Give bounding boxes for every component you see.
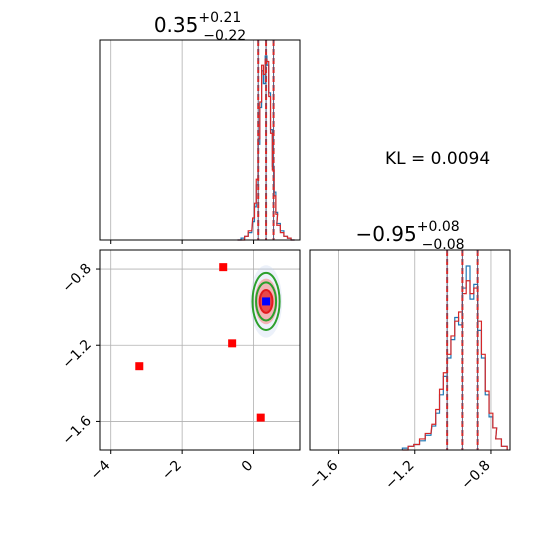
joint-ytick-label: −1.2 [59,337,94,372]
panel-param1-frame [99,39,301,241]
param2-xtick-label: −1.2 [382,458,417,493]
param1-plus: +0.21 [198,10,241,26]
joint-truth-point [262,297,271,306]
joint-contour-mid [255,281,278,322]
joint-prior-point [228,339,237,348]
joint-xtick-label: −2 [159,458,185,484]
kl-annotation: KL = 0.0094 [385,149,490,169]
param2-median: −0.95 [355,222,416,246]
joint-contour-outer [251,271,281,331]
param1-title: 0.35+0.21 −0.22 [154,10,246,44]
panel-param1-hist: 0.35+0.21 −0.22 [99,10,301,244]
panel-joint-frame [99,249,301,451]
param2-hist-series-a [401,265,508,450]
joint-ytick-label: −0.8 [59,261,94,296]
param2-xtick-label: −1.6 [306,457,341,492]
param2-minus: −0.08 [422,237,465,253]
param2-xtick-label: −0.8 [458,458,493,493]
param2-plus: +0.08 [417,219,460,235]
panel-joint: −4 −2 0 −1.6 −1.2 −0.8 [59,249,301,484]
joint-prior-point [135,362,144,371]
joint-ytick-label: −1.6 [59,413,94,448]
joint-xtick-label: 0 [239,458,257,476]
joint-prior-point [256,413,265,422]
joint-prior-point [219,263,228,272]
panel-param2-hist: −1.6 −1.2 −0.8 −0.95+0.08 −0.08 [306,219,511,493]
panel-param2-frame [309,249,511,451]
joint-xtick-label: −4 [88,457,114,483]
param1-minus: −0.22 [203,28,246,44]
param1-median: 0.35 [154,13,199,37]
param2-title: −0.95+0.08 −0.08 [355,219,464,253]
param2-hist-series-b [402,280,508,451]
